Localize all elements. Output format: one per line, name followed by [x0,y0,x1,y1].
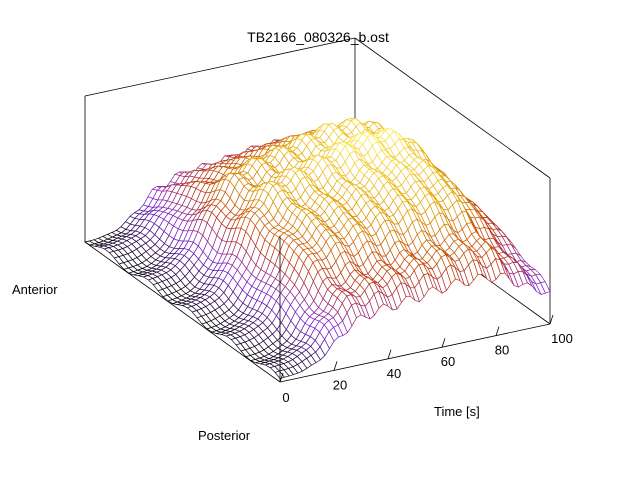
box-edge [354,37,551,179]
x-tick-label: 60 [441,354,455,369]
surface-mesh [84,117,551,379]
box-edge [84,241,281,383]
x-tick [549,314,554,325]
chart-title: TB2166_080326_b.ost [247,29,389,45]
x-tick-label: 20 [333,377,347,392]
x-tick [495,326,500,336]
anterior-label: Anterior [12,282,58,297]
plot-box-front-edges [84,236,551,383]
x-tick [333,361,338,371]
box-edge [279,323,551,383]
x-tick [387,349,392,359]
x-tick [279,372,284,383]
x-tick [441,338,446,348]
surface-cell [540,281,551,294]
x-tick-label: 40 [387,366,401,381]
x-tick-label: 100 [551,331,573,346]
x-axis-ticks: 0 20 40 60 80 100 [279,314,573,405]
posterior-label: Posterior [198,428,251,443]
box-edge [84,37,356,97]
x-axis-label: Time [s] [434,404,480,419]
x-tick-label: 0 [282,390,289,405]
x-tick-label: 80 [495,343,509,358]
